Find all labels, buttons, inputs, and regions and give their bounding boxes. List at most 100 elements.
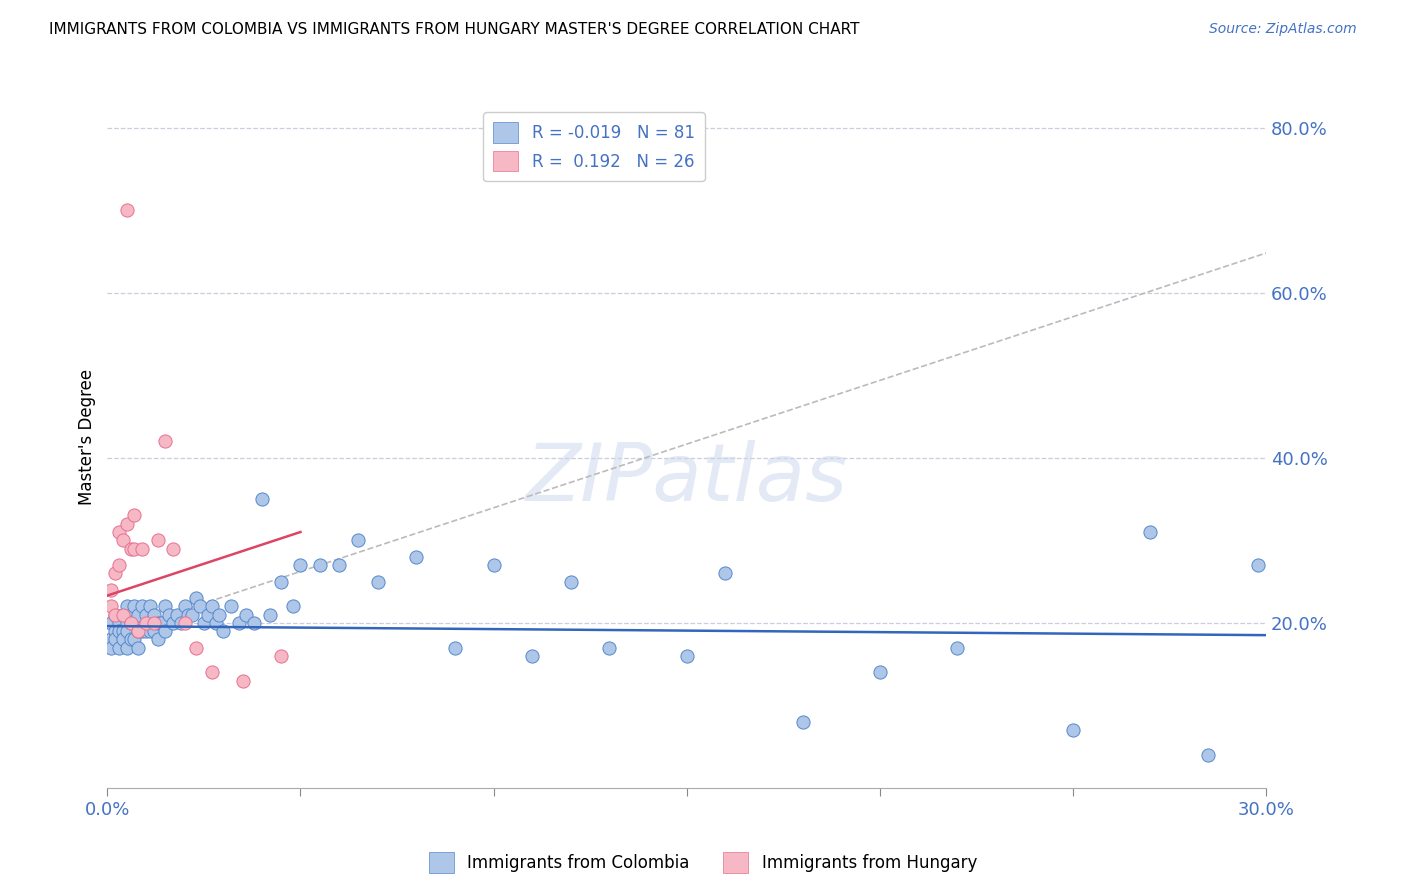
Point — [177, 607, 200, 622]
Point — [100, 640, 122, 655]
Point — [111, 632, 134, 647]
Point — [120, 541, 142, 556]
Point — [108, 640, 131, 655]
Point — [124, 632, 146, 647]
Point — [155, 599, 177, 614]
Point — [108, 558, 131, 572]
Point — [104, 632, 127, 647]
Point — [946, 640, 969, 655]
Point — [186, 640, 208, 655]
Point — [127, 607, 149, 622]
Point — [111, 533, 134, 548]
Point — [201, 665, 224, 680]
Point — [1139, 524, 1161, 539]
Y-axis label: Master's Degree: Master's Degree — [79, 369, 96, 505]
Point — [124, 599, 146, 614]
Point — [124, 508, 146, 523]
Point — [104, 607, 127, 622]
Point — [162, 541, 184, 556]
Point — [150, 615, 173, 630]
Point — [405, 549, 427, 564]
Point — [135, 624, 157, 638]
Point — [204, 615, 226, 630]
Point — [1247, 558, 1270, 572]
Point — [120, 615, 142, 630]
Point — [173, 615, 195, 630]
Point — [142, 607, 165, 622]
Point — [135, 615, 157, 630]
Point — [232, 673, 254, 688]
Point — [208, 607, 231, 622]
Point — [869, 665, 891, 680]
Point — [243, 615, 266, 630]
Point — [197, 607, 219, 622]
Point — [100, 582, 122, 597]
Point — [100, 599, 122, 614]
Point — [193, 615, 215, 630]
Point — [100, 632, 122, 647]
Point — [675, 648, 697, 663]
Point — [135, 607, 157, 622]
Point — [714, 566, 737, 581]
Point — [120, 607, 142, 622]
Point — [162, 615, 184, 630]
Point — [212, 624, 235, 638]
Point — [124, 615, 146, 630]
Point — [100, 615, 122, 630]
Point — [250, 491, 273, 506]
Point — [166, 607, 188, 622]
Point — [181, 607, 204, 622]
Point — [170, 615, 193, 630]
Point — [186, 591, 208, 605]
Point — [308, 558, 330, 572]
Point — [139, 624, 162, 638]
Point — [155, 434, 177, 449]
Point — [1062, 723, 1084, 737]
Point — [201, 599, 224, 614]
Legend: R = -0.019   N = 81, R =  0.192   N = 26: R = -0.019 N = 81, R = 0.192 N = 26 — [484, 112, 704, 181]
Text: IMMIGRANTS FROM COLOMBIA VS IMMIGRANTS FROM HUNGARY MASTER'S DEGREE CORRELATION : IMMIGRANTS FROM COLOMBIA VS IMMIGRANTS F… — [49, 22, 859, 37]
Point — [290, 558, 312, 572]
Point — [146, 615, 169, 630]
Point — [111, 624, 134, 638]
Point — [173, 599, 195, 614]
Point — [127, 640, 149, 655]
Point — [131, 624, 153, 638]
Point — [115, 516, 138, 531]
Point — [108, 615, 131, 630]
Point — [104, 624, 127, 638]
Point — [328, 558, 350, 572]
Point — [108, 624, 131, 638]
Point — [131, 599, 153, 614]
Point — [127, 624, 149, 638]
Point — [115, 203, 138, 218]
Point — [155, 624, 177, 638]
Text: ZIPatlas: ZIPatlas — [526, 440, 848, 518]
Point — [259, 607, 281, 622]
Point — [560, 574, 582, 589]
Point — [142, 624, 165, 638]
Point — [115, 599, 138, 614]
Point — [270, 574, 292, 589]
Point — [108, 524, 131, 539]
Point — [146, 632, 169, 647]
Point — [157, 607, 180, 622]
Point — [1197, 747, 1219, 762]
Point — [104, 607, 127, 622]
Point — [120, 632, 142, 647]
Point — [120, 615, 142, 630]
Point — [104, 566, 127, 581]
Point — [142, 615, 165, 630]
Point — [598, 640, 620, 655]
Point — [522, 648, 544, 663]
Point — [188, 599, 211, 614]
Text: Source: ZipAtlas.com: Source: ZipAtlas.com — [1209, 22, 1357, 37]
Point — [115, 615, 138, 630]
Point — [219, 599, 242, 614]
Point — [131, 541, 153, 556]
Point — [792, 714, 814, 729]
Point — [347, 533, 370, 548]
Point — [127, 624, 149, 638]
Point — [139, 599, 162, 614]
Point — [482, 558, 505, 572]
